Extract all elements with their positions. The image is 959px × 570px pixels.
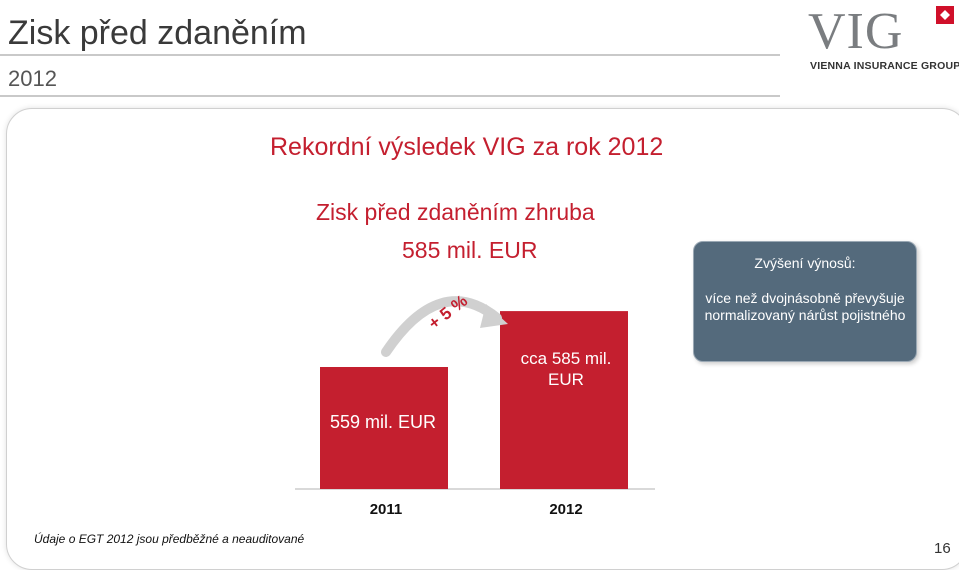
vig-logo: VIG VIENNA INSURANCE GROUP bbox=[808, 3, 959, 74]
subheadline-line2: 585 mil. EUR bbox=[402, 237, 538, 263]
callout-body: více než dvojnásobně převyšuje normalizo… bbox=[704, 290, 906, 323]
callout-title: Zvýšení výnosů: bbox=[754, 255, 856, 271]
slide-title: Zisk před zdaněním bbox=[8, 14, 307, 52]
headline: Rekordní výsledek VIG za rok 2012 bbox=[270, 133, 664, 161]
slide-subtitle: 2012 bbox=[8, 66, 57, 91]
page-number: 16 bbox=[934, 540, 951, 557]
growth-arrow bbox=[381, 296, 502, 357]
logo-tagline: VIENNA INSURANCE GROUP bbox=[810, 60, 959, 72]
x-tick-label-2012: 2012 bbox=[549, 501, 582, 518]
logo-text: VIG bbox=[808, 3, 904, 60]
data-label-2012: cca 585 mil. EUR bbox=[521, 349, 612, 389]
logo-mark-icon bbox=[936, 6, 954, 24]
revenue-callout: Zvýšení výnosů: více než dvojnásobně pře… bbox=[693, 241, 917, 362]
x-tick-label-2011: 2011 bbox=[370, 501, 403, 518]
data-label-2011: 559 mil. EUR bbox=[330, 412, 436, 432]
bar-2011 bbox=[320, 367, 448, 489]
growth-arrow-head bbox=[480, 304, 508, 328]
footnote: Údaje o EGT 2012 jsou předběžné a neaudi… bbox=[34, 532, 305, 546]
title-divider bbox=[0, 54, 780, 56]
subheadline-line1: Zisk před zdaněním zhruba bbox=[316, 199, 595, 225]
bar-2012 bbox=[500, 311, 628, 489]
subtitle-divider bbox=[0, 95, 780, 97]
